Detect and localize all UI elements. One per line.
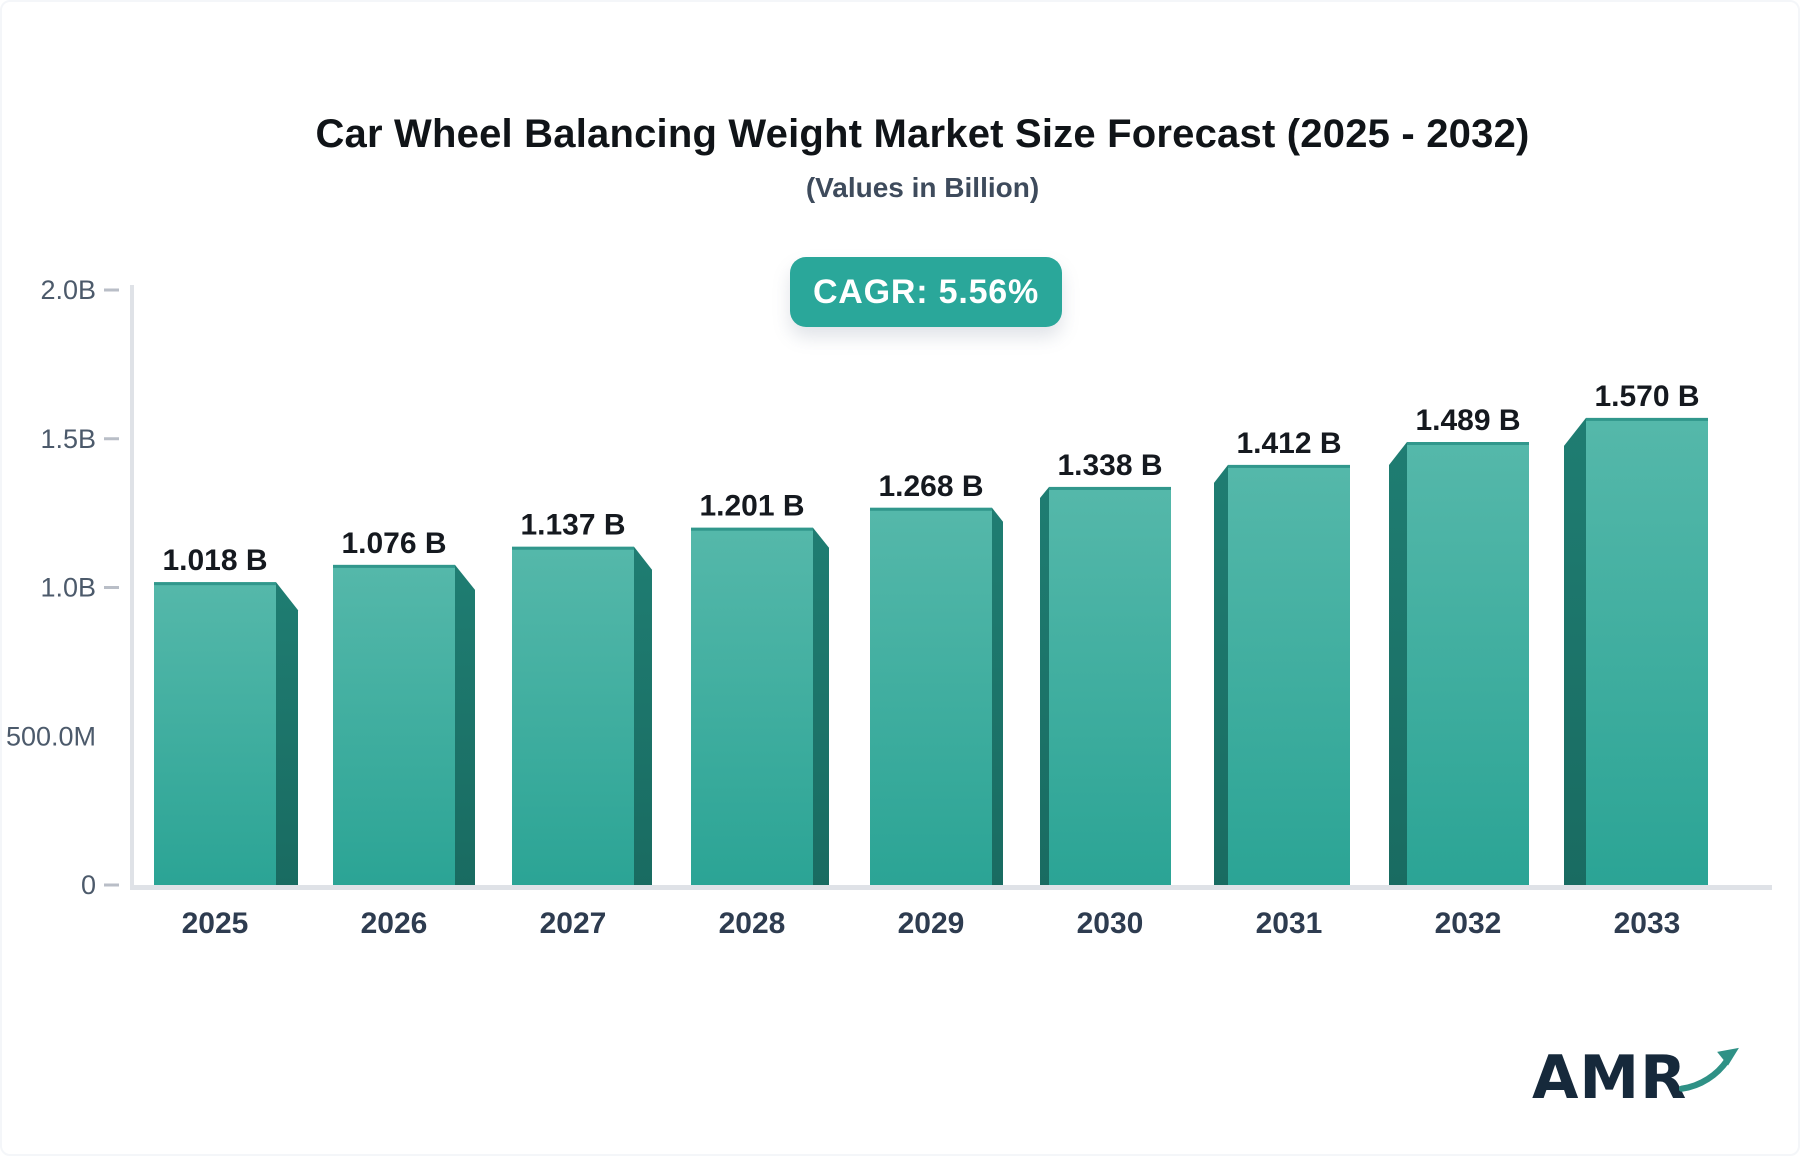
- bar-side-face: [276, 582, 298, 885]
- bar-top-edge: [333, 564, 455, 568]
- bar-2033[interactable]: [1564, 417, 1708, 885]
- bar-side-face: [813, 527, 829, 885]
- growth-arrow-icon: [1679, 1047, 1740, 1092]
- bar-front-face: [1049, 486, 1171, 885]
- bar-top-edge: [512, 546, 634, 550]
- bar-front-face: [333, 564, 455, 885]
- y-axis-tick: [104, 586, 119, 589]
- x-axis-label: 2030: [1077, 907, 1144, 940]
- bar-2029[interactable]: [870, 507, 1003, 885]
- bar-2030[interactable]: [1040, 486, 1171, 885]
- y-axis-label: 0: [81, 870, 96, 900]
- bar-top-edge: [1407, 442, 1529, 446]
- x-axis-label: 2028: [719, 907, 786, 940]
- bar-front-face: [512, 546, 634, 885]
- x-axis-label: 2031: [1256, 907, 1323, 940]
- bar-top-edge: [870, 507, 992, 511]
- bar-front-face: [691, 527, 813, 885]
- bar-side-face: [992, 507, 1003, 885]
- y-axis-label: 1.0B: [40, 573, 96, 603]
- bar-side-face: [1214, 464, 1228, 885]
- y-axis-tick: [104, 437, 119, 441]
- bar-value-label: 1.268 B: [878, 470, 983, 503]
- page-subtitle: (Values in Billion): [805, 172, 1040, 203]
- bar-side-face: [634, 546, 652, 885]
- brand-logo-text: AMR: [1532, 1043, 1688, 1113]
- bar-side-face: [1389, 442, 1407, 885]
- y-axis-label: 2.0B: [40, 275, 96, 305]
- bar-side-face: [1564, 417, 1586, 885]
- arrow-head: [1717, 1047, 1740, 1066]
- cagr-badge-label: CAGR: 5.56%: [812, 272, 1040, 311]
- brand-logo: AMR: [1532, 1036, 1742, 1120]
- bar-front-face: [1407, 442, 1529, 885]
- y-axis-tick: [104, 288, 119, 292]
- x-axis-label: 2025: [182, 907, 249, 940]
- page-title: Car Wheel Balancing Weight Market Size F…: [315, 112, 1530, 156]
- bar-top-edge: [691, 527, 813, 531]
- bar-front-face: [1586, 417, 1708, 885]
- bar-side-face: [1040, 486, 1049, 885]
- bar-value-label: 1.412 B: [1236, 427, 1341, 460]
- arrow-swoosh: [1679, 1057, 1731, 1092]
- bar-top-edge: [1228, 464, 1350, 468]
- bar-front-face: [1228, 464, 1350, 885]
- x-axis-label: 2027: [540, 907, 607, 940]
- bar-side-face: [455, 564, 475, 885]
- bar-2028[interactable]: [691, 527, 829, 885]
- x-axis-label: 2033: [1614, 907, 1681, 940]
- bar-top-edge: [1586, 417, 1708, 421]
- bar-value-label: 1.076 B: [341, 527, 446, 560]
- bar-value-label: 1.338 B: [1057, 449, 1162, 482]
- bar-top-edge: [1049, 486, 1171, 490]
- bar-chart[interactable]: 2.0B 1.5B 1.0B 500.0M 0 1.018 B 2025 1.076 B 202…: [0, 0, 1800, 1000]
- bar-top-edge: [154, 582, 276, 586]
- bar-front-face: [870, 507, 992, 885]
- bar-value-label: 1.489 B: [1415, 404, 1520, 437]
- x-axis-label: 2029: [898, 907, 965, 940]
- bar-2025[interactable]: [154, 582, 298, 885]
- bar-value-label: 1.201 B: [699, 490, 804, 523]
- bar-value-label: 1.018 B: [162, 544, 267, 577]
- y-axis-label: 1.5B: [40, 424, 96, 454]
- bar-value-label: 1.570 B: [1594, 380, 1699, 413]
- x-axis-label: 2026: [361, 907, 428, 940]
- x-axis-label: 2032: [1435, 907, 1502, 940]
- bar-2026[interactable]: [333, 564, 475, 885]
- y-axis-line: [130, 285, 134, 890]
- bar-2031[interactable]: [1214, 464, 1350, 885]
- cagr-badge: CAGR: 5.56%: [790, 257, 1062, 327]
- bar-2027[interactable]: [512, 546, 652, 885]
- bar-2032[interactable]: [1389, 442, 1529, 885]
- y-axis-tick: [104, 883, 119, 887]
- bar-front-face: [154, 582, 276, 885]
- y-axis-label: 500.0M: [6, 721, 96, 751]
- bar-value-label: 1.137 B: [520, 509, 625, 542]
- x-axis-line: [130, 885, 1772, 890]
